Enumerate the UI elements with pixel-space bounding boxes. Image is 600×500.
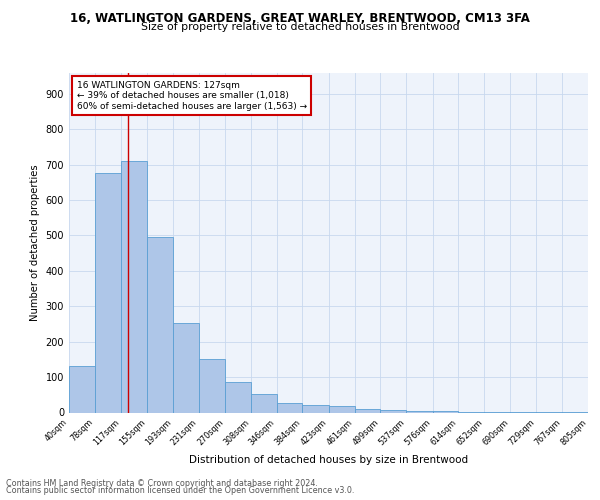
Text: Size of property relative to detached houses in Brentwood: Size of property relative to detached ho… <box>140 22 460 32</box>
Bar <box>277 404 302 412</box>
Text: 16 WATLINGTON GARDENS: 127sqm
← 39% of detached houses are smaller (1,018)
60% o: 16 WATLINGTON GARDENS: 127sqm ← 39% of d… <box>77 81 307 111</box>
Bar <box>329 406 355 412</box>
Text: Contains HM Land Registry data © Crown copyright and database right 2024.: Contains HM Land Registry data © Crown c… <box>6 478 318 488</box>
X-axis label: Distribution of detached houses by size in Brentwood: Distribution of detached houses by size … <box>189 455 468 465</box>
Bar <box>251 394 277 412</box>
Bar <box>95 174 121 412</box>
Bar <box>406 411 433 412</box>
Bar <box>173 323 199 412</box>
Bar <box>380 410 406 412</box>
Text: 16, WATLINGTON GARDENS, GREAT WARLEY, BRENTWOOD, CM13 3FA: 16, WATLINGTON GARDENS, GREAT WARLEY, BR… <box>70 12 530 26</box>
Bar <box>121 161 147 412</box>
Bar <box>225 382 251 412</box>
Text: Contains public sector information licensed under the Open Government Licence v3: Contains public sector information licen… <box>6 486 355 495</box>
Y-axis label: Number of detached properties: Number of detached properties <box>30 164 40 321</box>
Bar <box>355 408 380 412</box>
Bar <box>69 366 95 412</box>
Bar <box>302 405 329 412</box>
Bar <box>199 360 225 412</box>
Bar <box>147 237 173 412</box>
